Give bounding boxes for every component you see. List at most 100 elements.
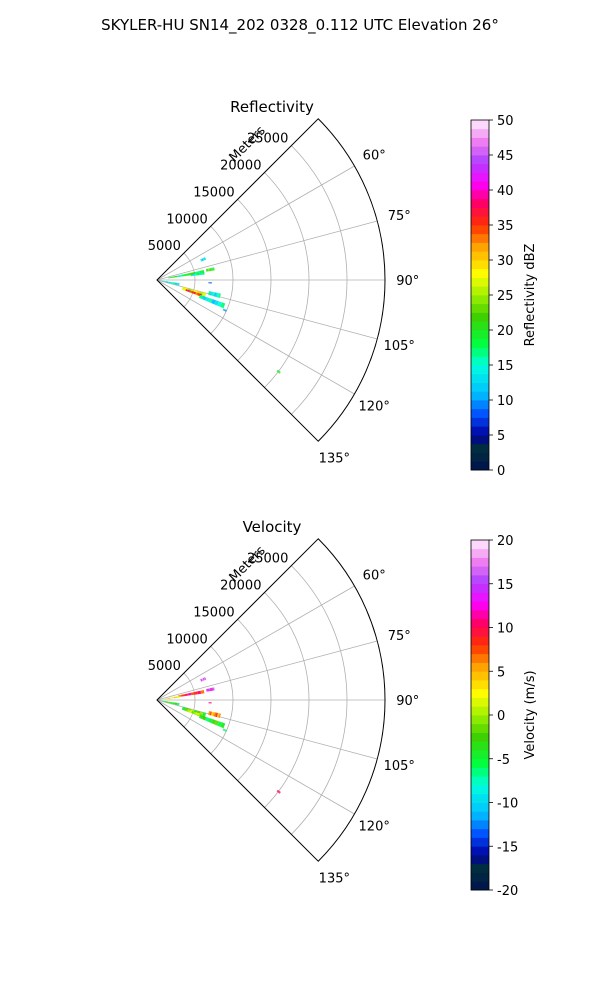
colorbar-segment	[471, 881, 489, 891]
echo-cell	[170, 697, 173, 699]
echo-cell	[194, 691, 198, 695]
colorbar-segment	[471, 802, 489, 812]
colorbar-label: Reflectivity dBZ	[523, 244, 538, 347]
colorbar-segment	[471, 347, 489, 357]
echo-cell	[172, 702, 176, 705]
echo-cell	[213, 292, 217, 297]
echo-cell	[177, 274, 182, 278]
echo-cell	[214, 300, 219, 306]
echo-cell	[211, 267, 213, 271]
colorbar-segment	[471, 723, 489, 733]
colorbar-segment	[471, 662, 489, 672]
figure-title: SKYLER-HU SN14_202 0328_0.112 UTC Elevat…	[101, 16, 499, 34]
echo-cell	[209, 268, 211, 272]
echo-cell	[205, 297, 210, 302]
echo-cell	[181, 694, 185, 697]
echo-cell	[200, 678, 203, 682]
colorbar-segment	[471, 785, 489, 795]
colorbar-segment	[471, 750, 489, 760]
echo-cell	[276, 369, 279, 372]
echo-cell	[202, 715, 207, 721]
azimuth-gridline	[156, 279, 378, 340]
colorbar-segment	[471, 137, 489, 147]
echo-cell	[222, 308, 225, 311]
colorbar-segment	[471, 251, 489, 261]
colorbar-segment	[471, 828, 489, 838]
colorbar-segment	[471, 321, 489, 331]
echo-cell	[168, 701, 171, 704]
echo-cell	[223, 308, 225, 311]
echo-cell	[277, 370, 279, 373]
azimuth-gridline	[156, 640, 378, 701]
colorbar-segment	[471, 758, 489, 768]
echo-cell	[206, 268, 209, 272]
echo-cell	[168, 276, 173, 279]
echo-cell	[201, 258, 204, 262]
colorbar-segment	[471, 636, 489, 646]
colorbar-segment	[471, 557, 489, 567]
echo-cell	[211, 687, 213, 691]
echo-cell	[205, 268, 208, 272]
colorbar-segment	[471, 163, 489, 173]
colorbar-segment	[471, 172, 489, 182]
echo-cell	[202, 272, 205, 275]
colorbar-segment	[471, 207, 489, 217]
azimuth-gridline	[156, 220, 378, 281]
echo-cell	[187, 289, 190, 293]
echo-cell	[211, 291, 214, 296]
echo-cell	[225, 729, 227, 732]
echo-cell	[181, 273, 187, 277]
echo-cell	[203, 257, 205, 261]
echo-cell	[165, 281, 169, 283]
echo-cell	[201, 678, 204, 682]
echo-cell	[279, 791, 281, 794]
azimuth-gridline	[156, 699, 355, 815]
colorbar-segment	[471, 181, 489, 191]
colorbar-segment	[471, 793, 489, 803]
colorbar-segment	[471, 198, 489, 208]
angle-tick-label: 105°	[384, 339, 415, 354]
echo-cell	[278, 790, 280, 793]
echo-cell	[202, 295, 207, 301]
colorbar-tick-label: 20	[497, 324, 514, 339]
echo-cell	[278, 371, 281, 374]
echo-cell	[204, 257, 207, 260]
echo-cell	[202, 677, 205, 681]
colorbar-segment	[471, 653, 489, 663]
colorbar-tick-label: 45	[497, 149, 514, 164]
angle-tick-label: 60°	[363, 569, 386, 584]
echo-cell	[213, 712, 217, 717]
colorbar-segment	[471, 356, 489, 366]
echo-cell	[278, 791, 281, 794]
colorbar-segment	[471, 146, 489, 156]
echo-cell	[192, 273, 195, 276]
echo-cell	[195, 712, 198, 716]
echo-cell	[225, 309, 227, 312]
colorbar-segment	[471, 443, 489, 453]
radial-tick-label: 10000	[166, 632, 207, 647]
echo-cell	[185, 272, 191, 276]
radial-tick-label: 10000	[166, 212, 207, 227]
colorbar-segment	[471, 575, 489, 585]
echo-cell	[278, 370, 280, 373]
colorbar-segment	[471, 120, 489, 130]
colorbar-segment	[471, 732, 489, 742]
echo-cell	[200, 690, 205, 694]
echo-cell	[223, 309, 226, 312]
colorbar-segment	[471, 688, 489, 698]
echo-cell	[191, 711, 194, 714]
echo-cell	[200, 259, 202, 262]
colorbar-segment	[471, 225, 489, 235]
echo-cell	[190, 274, 193, 277]
colorbar-segment	[471, 382, 489, 392]
echo-cell	[170, 701, 173, 704]
colorbar-segment	[471, 286, 489, 296]
radial-tick-label: 20000	[220, 159, 261, 174]
colorbar-segment	[471, 373, 489, 383]
echo-cell	[176, 702, 180, 706]
echo-cell	[206, 688, 209, 692]
colorbar-segment	[471, 338, 489, 348]
angle-tick-label: 105°	[384, 759, 415, 774]
angle-tick-label: 120°	[359, 399, 390, 414]
echo-cell	[203, 677, 206, 681]
